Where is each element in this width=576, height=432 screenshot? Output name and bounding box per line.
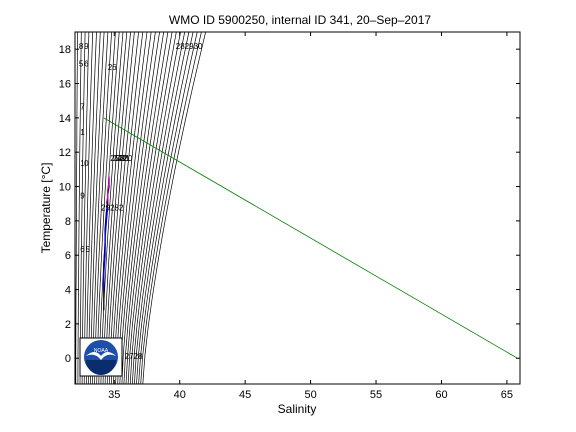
isopycnal-line — [127, 32, 177, 384]
isopycnal-line — [104, 32, 131, 384]
noaa-logo: NOAA — [79, 337, 123, 377]
isopycnal-line — [102, 32, 128, 384]
isopycnal-line — [119, 32, 160, 384]
y-tick-label: 4 — [65, 285, 71, 297]
y-tick-label: 2 — [65, 319, 71, 331]
x-tick-label: 65 — [501, 389, 513, 401]
x-tick-label: 55 — [370, 389, 382, 401]
noaa-logo-lower — [86, 360, 116, 375]
x-axis-label: Salinity — [278, 402, 317, 416]
isopycnal-line — [92, 32, 109, 384]
contour-label: 20 — [123, 154, 132, 163]
isopycnal-line — [100, 32, 124, 384]
y-tick-label: 10 — [59, 182, 71, 194]
isopycnal-line — [77, 32, 82, 384]
isopycnal-line — [123, 32, 169, 384]
contour-label: 6 — [80, 245, 85, 254]
y-tick-label: 0 — [65, 353, 71, 365]
isopycnal-line — [117, 32, 156, 384]
x-axis: 35 40 45 50 55 60 65 — [108, 32, 513, 401]
isopycnal-line — [85, 32, 97, 384]
isopycnal-line — [83, 32, 94, 384]
contour-label: 25 — [110, 154, 119, 163]
y-tick-label: 16 — [59, 79, 71, 91]
isopycnal-line — [108, 32, 139, 384]
isopycnal-line — [121, 32, 165, 384]
series-line — [105, 176, 110, 204]
isopycnal-line — [115, 32, 152, 384]
isopycnal-contours — [75, 32, 206, 384]
contour-label: 22 — [118, 154, 127, 163]
isopycnal-line — [90, 32, 105, 384]
contour-label: 9 — [80, 192, 85, 201]
x-tick-label: 35 — [108, 389, 120, 401]
contour-label: 8 — [79, 42, 84, 51]
contour-label: 24 — [113, 154, 122, 163]
x-tick-label: 50 — [304, 389, 316, 401]
contour-label: 2728 — [125, 352, 143, 361]
y-tick-label: 6 — [65, 250, 71, 262]
y-tick-label: 12 — [59, 147, 71, 159]
contour-label: 0 — [84, 159, 89, 168]
x-tick-label: 45 — [239, 389, 251, 401]
isopycnal-line — [142, 32, 206, 384]
isopycnal-line — [79, 32, 86, 384]
isopycnal-line — [138, 32, 198, 384]
contour-label: 29282 — [101, 204, 124, 213]
isopycnal-line — [113, 32, 148, 384]
contour-label: 7 — [80, 102, 85, 111]
contour-label: 1 — [80, 128, 85, 137]
isopycnal-line — [131, 32, 186, 384]
contour-label: 9 — [84, 42, 89, 51]
isopycnal-line — [94, 32, 112, 384]
contour-label: 5 — [85, 245, 90, 254]
isopycnal-line — [140, 32, 202, 384]
isopycnal-line — [96, 32, 116, 384]
y-axis-label: Temperature [°C] — [39, 163, 53, 254]
contour-label: 23 — [116, 154, 125, 163]
isopycnal-line — [125, 32, 173, 384]
series-line — [103, 207, 109, 290]
profile-series — [103, 117, 518, 359]
noaa-logo-text: NOAA — [94, 348, 109, 354]
isopycnal-line — [106, 32, 135, 384]
contour-label: 21 — [121, 154, 130, 163]
chart-title: WMO ID 5900250, internal ID 341, 20–Sep–… — [169, 13, 431, 27]
contour-label: 6 — [84, 59, 89, 68]
contour-label: 1 — [80, 159, 85, 168]
y-tick-label: 8 — [65, 216, 71, 228]
plot-frame — [74, 31, 521, 385]
isopycnal-line — [81, 32, 90, 384]
contour-label: 282930 — [176, 42, 203, 51]
isopycnal-line — [136, 32, 194, 384]
contour-label: 5 — [79, 59, 84, 68]
isopycnal-line — [111, 32, 144, 384]
x-tick-label: 40 — [174, 389, 186, 401]
isopycnal-line — [129, 32, 181, 384]
noaa-logo-gull — [86, 352, 116, 360]
isopycnal-line — [75, 32, 78, 384]
y-tick-label: 18 — [59, 44, 71, 56]
y-tick-label: 14 — [59, 113, 71, 125]
x-tick-label: 60 — [435, 389, 447, 401]
series-line — [103, 117, 518, 359]
contour-label: 26 — [108, 63, 117, 72]
isopycnal-line — [134, 32, 190, 384]
isopycnal-line — [87, 32, 101, 384]
